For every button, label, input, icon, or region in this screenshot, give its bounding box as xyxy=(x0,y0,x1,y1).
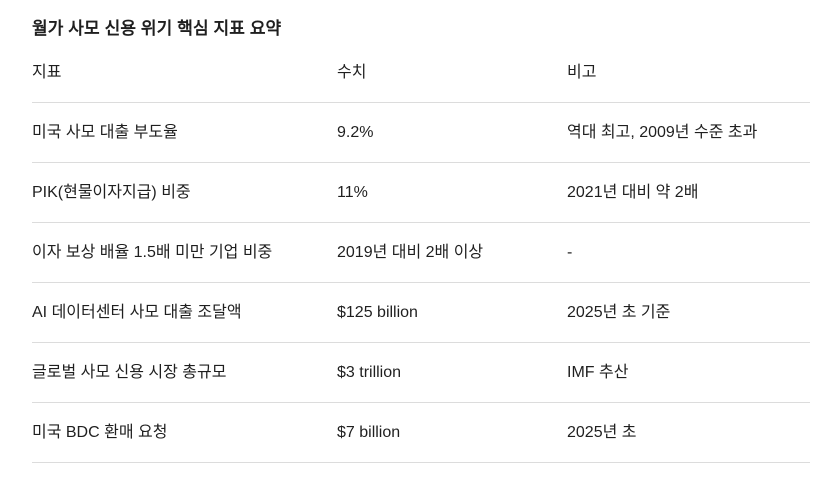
cell-note: 2025년 초 xyxy=(567,402,810,463)
table-row: PIK(현물이자지급) 비중 11% 2021년 대비 약 2배 xyxy=(32,162,810,223)
cell-indicator: 이자 보상 배율 1.5배 미만 기업 비중 xyxy=(32,222,337,283)
cell-note: IMF 추산 xyxy=(567,342,810,403)
table-body: 미국 사모 대출 부도율 9.2% 역대 최고, 2009년 수준 초과 PIK… xyxy=(32,102,810,463)
cell-value: $3 trillion xyxy=(337,342,567,403)
table-header: 지표 수치 비고 xyxy=(32,43,810,103)
page: 월가 사모 신용 위기 핵심 지표 요약 지표 수치 비고 미국 사모 대출 부… xyxy=(32,19,810,463)
cell-value: $125 billion xyxy=(337,282,567,343)
cell-value: 2019년 대비 2배 이상 xyxy=(337,222,567,283)
cell-indicator: PIK(현물이자지급) 비중 xyxy=(32,162,337,223)
table-row: 미국 사모 대출 부도율 9.2% 역대 최고, 2009년 수준 초과 xyxy=(32,102,810,163)
column-header-value: 수치 xyxy=(337,43,567,103)
cell-value: 9.2% xyxy=(337,102,567,163)
cell-note: - xyxy=(567,222,810,283)
column-header-indicator: 지표 xyxy=(32,43,337,103)
cell-indicator: 미국 사모 대출 부도율 xyxy=(32,102,337,163)
cell-indicator: AI 데이터센터 사모 대출 조달액 xyxy=(32,282,337,343)
cell-indicator: 글로벌 사모 신용 시장 총규모 xyxy=(32,342,337,403)
cell-value: 11% xyxy=(337,162,567,223)
cell-note: 2025년 초 기준 xyxy=(567,282,810,343)
header-row: 지표 수치 비고 xyxy=(32,43,810,103)
table-row: 미국 BDC 환매 요청 $7 billion 2025년 초 xyxy=(32,402,810,463)
column-header-note: 비고 xyxy=(567,43,810,103)
table-row: AI 데이터센터 사모 대출 조달액 $125 billion 2025년 초 … xyxy=(32,282,810,343)
cell-note: 역대 최고, 2009년 수준 초과 xyxy=(567,102,810,163)
cell-note: 2021년 대비 약 2배 xyxy=(567,162,810,223)
table-row: 이자 보상 배율 1.5배 미만 기업 비중 2019년 대비 2배 이상 - xyxy=(32,222,810,283)
cell-indicator: 미국 BDC 환매 요청 xyxy=(32,402,337,463)
page-title: 월가 사모 신용 위기 핵심 지표 요약 xyxy=(32,19,282,38)
table-row: 글로벌 사모 신용 시장 총규모 $3 trillion IMF 추산 xyxy=(32,342,810,403)
cell-value: $7 billion xyxy=(337,402,567,463)
kpi-summary-table: 지표 수치 비고 미국 사모 대출 부도율 9.2% 역대 최고, 2009년 … xyxy=(32,43,810,463)
